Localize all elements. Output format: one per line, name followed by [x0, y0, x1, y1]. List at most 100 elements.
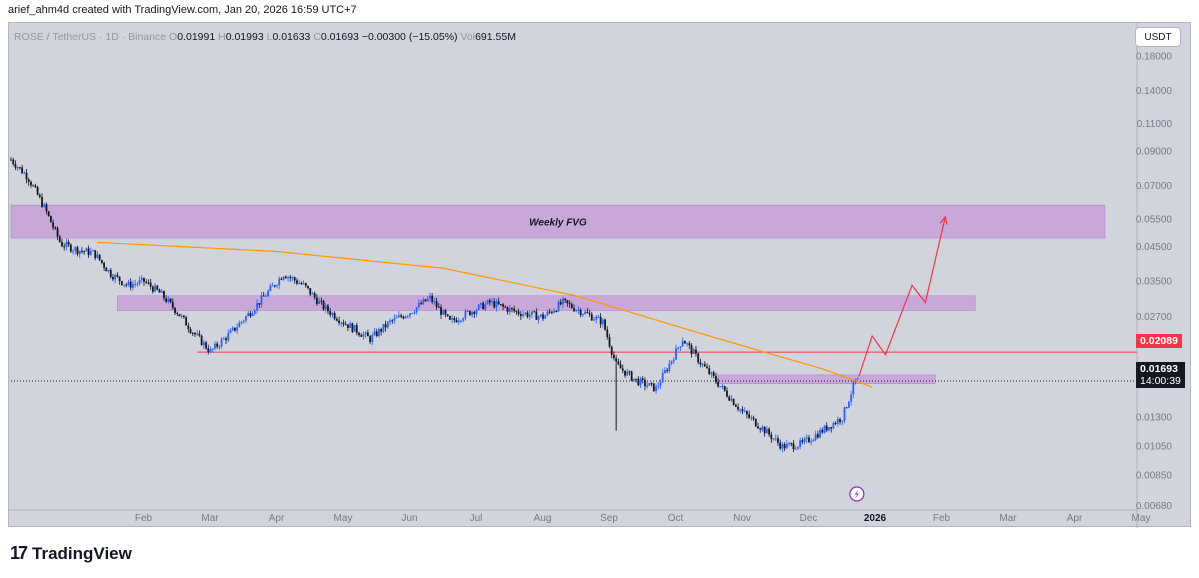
candle-body [610, 346, 613, 355]
candle-body [320, 300, 323, 302]
x-tick-label: Apr [269, 513, 285, 524]
candle-body [349, 323, 352, 328]
candle-body [546, 311, 549, 316]
candle-body [484, 303, 487, 310]
candle-body [236, 327, 238, 331]
y-tick-label: 0.07000 [1136, 181, 1173, 192]
candle-body [384, 324, 387, 328]
candle-body [626, 371, 629, 376]
candle-body [386, 321, 389, 328]
candle-body [462, 318, 465, 321]
candle-body [635, 378, 637, 380]
candle-body [843, 407, 846, 421]
candle-body [78, 250, 81, 255]
candle-body [83, 251, 86, 253]
candle-body [116, 274, 119, 277]
candle-body [646, 385, 649, 387]
candle-body [781, 444, 784, 449]
candle-body [373, 331, 376, 335]
candle-body [242, 320, 245, 322]
candle-body [790, 443, 793, 445]
candle-body [360, 335, 363, 337]
candle-body [566, 300, 569, 304]
candle-body [457, 320, 460, 323]
candle-body [644, 379, 646, 387]
candle-body [92, 250, 94, 252]
candle-body [256, 303, 258, 311]
candle-body [194, 332, 196, 335]
lightning-bolt-glyph [854, 489, 859, 499]
candle-body [273, 285, 276, 287]
candle-body [630, 371, 633, 381]
candle-body [570, 304, 573, 308]
candle-body [783, 444, 786, 449]
y-tick-label: 0.01050 [1136, 442, 1173, 453]
candle-body [287, 277, 289, 279]
candle-body [187, 325, 190, 330]
price-chart[interactable]: 0.18000 0.14000 0.11000 0.09000 0.07000 0.055… [9, 23, 1192, 528]
tradingview-logo[interactable]: 17 TradingView [10, 543, 132, 564]
candle-body [406, 315, 409, 317]
candle-body [586, 311, 589, 314]
candle-body [165, 298, 168, 302]
candle-body [398, 315, 400, 318]
candle-body [72, 250, 74, 252]
chart-area[interactable]: 0.18000 0.14000 0.11000 0.09000 0.07000 0.055… [8, 22, 1192, 528]
candle-body [127, 281, 130, 286]
candle-body [593, 319, 595, 321]
x-tick-label: Jun [401, 513, 417, 524]
candle-body [56, 227, 59, 237]
candle-body [841, 420, 844, 422]
x-tick-label: Feb [933, 513, 951, 524]
candle-body [218, 346, 221, 348]
fvg-zone-label: Weekly FVG [529, 218, 587, 229]
candle-body [422, 299, 425, 305]
candle-body [502, 304, 504, 307]
ohlc-legend: ROSE / TetherUS · 1D · Binance O0.01991 … [14, 31, 516, 43]
candle-body [300, 283, 303, 285]
currency-button[interactable]: USDT [1135, 27, 1181, 47]
y-tick-label: 0.03500 [1136, 276, 1173, 287]
candle-body [316, 297, 318, 304]
candle-body [391, 320, 394, 322]
fvg-zone [117, 295, 976, 311]
candle-body [770, 434, 773, 439]
candle-body [260, 295, 263, 305]
candle-body [710, 372, 713, 375]
candle-body [191, 332, 194, 334]
candle-body [442, 310, 445, 315]
candle-body [779, 442, 782, 449]
candle-body [449, 316, 451, 320]
candle-body [834, 423, 837, 425]
candle-body [120, 281, 123, 285]
candle-body [810, 441, 813, 443]
symbol-label: ROSE / TetherUS · 1D · Binance [14, 31, 167, 43]
candle-body [10, 159, 12, 161]
y-tick-label: 0.05500 [1136, 214, 1173, 225]
candle-body [311, 293, 314, 295]
candle-body [816, 434, 819, 438]
y-tick-label: 0.18000 [1136, 52, 1173, 63]
candle-body [251, 313, 254, 317]
candle-body [45, 204, 48, 212]
candle-body [169, 298, 172, 302]
candle-body [47, 211, 50, 216]
y-tick-label: 0.00680 [1136, 501, 1173, 512]
candle-body [238, 322, 241, 328]
current-price-tag: 0.01693 14:00:39 [1136, 362, 1185, 388]
candle-body [380, 329, 383, 332]
candle-body [595, 316, 598, 320]
candle-body [792, 443, 795, 450]
candle-body [411, 313, 414, 315]
tradingview-brand-text: TradingView [32, 543, 132, 563]
x-tick-label: Mar [201, 513, 219, 524]
candle-body [98, 254, 101, 261]
candle-body [364, 332, 367, 335]
candle-body [371, 334, 374, 343]
candle-body [606, 329, 609, 338]
candle-body [318, 300, 321, 304]
candle-body [183, 315, 185, 318]
candle-body [672, 359, 675, 361]
candle-body [495, 301, 498, 308]
candle-body [632, 378, 635, 381]
